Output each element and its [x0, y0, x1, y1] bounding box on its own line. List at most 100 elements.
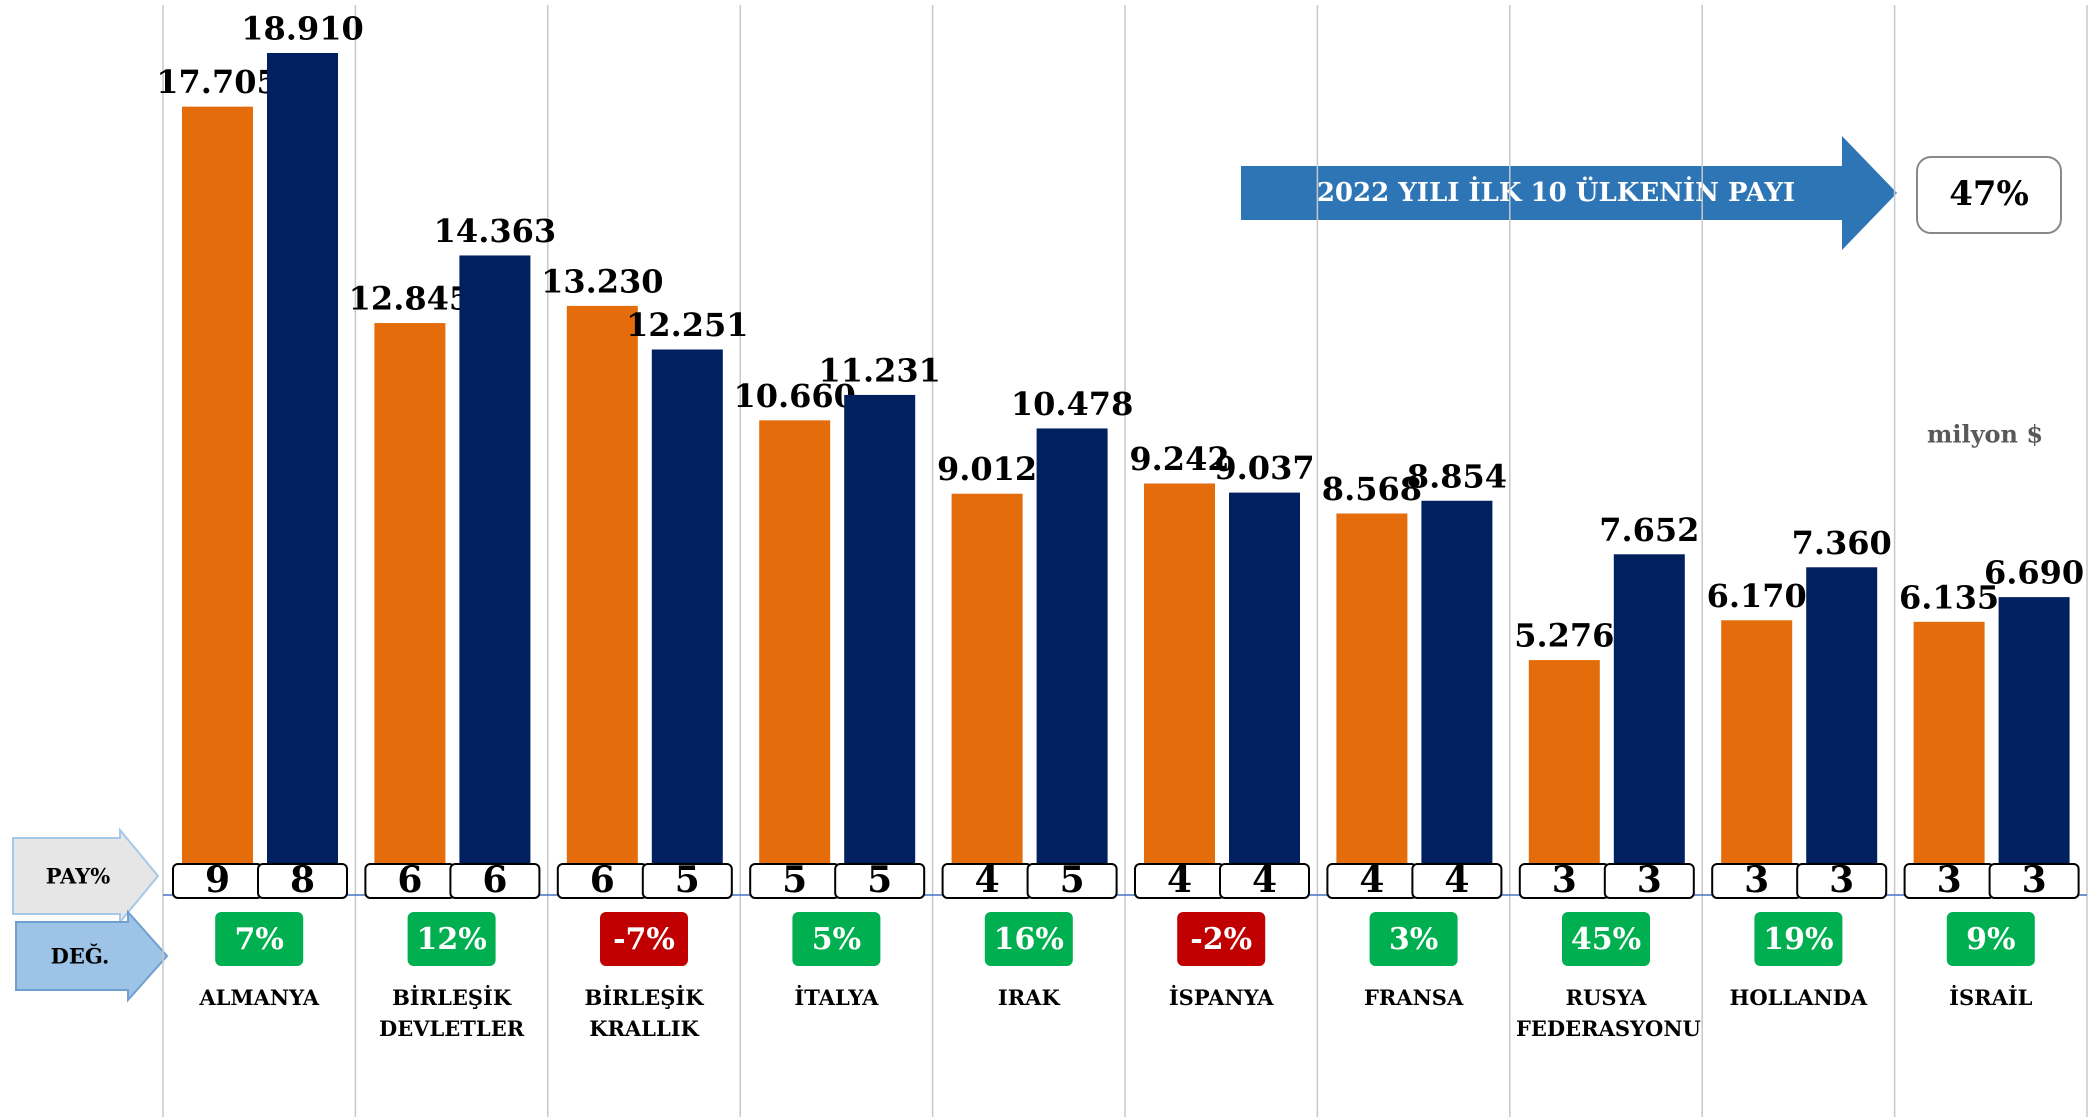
share-value: 3: [2022, 859, 2047, 901]
data-label: 9.012: [937, 450, 1037, 488]
bar: [1336, 513, 1408, 895]
data-label: 10.660: [733, 377, 855, 415]
change-label: DEĞ.: [51, 944, 110, 969]
share-value: 6: [590, 859, 615, 901]
data-label: 18.910: [241, 10, 363, 48]
bar: [651, 349, 723, 896]
bar: [1421, 500, 1493, 895]
annotation-value: 47%: [1949, 174, 2029, 214]
data-label: 11.231: [818, 351, 940, 389]
change-box: [1946, 912, 2035, 966]
unit-label: milyon $: [1927, 420, 2043, 449]
category-label: IRAK: [997, 985, 1060, 1010]
share-box: [1988, 863, 2080, 899]
data-label: 7.652: [1599, 511, 1699, 549]
change-box: [1369, 912, 1458, 966]
change-box: [1562, 912, 1650, 966]
data-label: 6.690: [1984, 554, 2084, 592]
bar: [267, 53, 338, 895]
data-label: 12.251: [626, 306, 748, 344]
change-box: [1177, 912, 1266, 966]
share-value: 5: [782, 859, 807, 901]
share-value: 5: [675, 859, 700, 901]
category-label: İTALYA: [794, 985, 879, 1010]
share-value: 4: [1444, 859, 1469, 901]
share-box: [834, 863, 926, 899]
change-value: 9%: [1966, 922, 2015, 957]
share-value: 4: [1167, 859, 1192, 901]
share-value: 4: [1252, 859, 1277, 901]
share-arrow: [12, 827, 160, 925]
share-box: [1219, 863, 1310, 899]
share-value: 3: [1637, 859, 1662, 901]
change-value: 19%: [1763, 922, 1833, 957]
share-value: 8: [290, 859, 315, 901]
bar: [1036, 428, 1108, 895]
share-value: 5: [867, 859, 892, 901]
bar: [1528, 660, 1600, 895]
change-value: 12%: [416, 922, 486, 957]
share-value: 3: [1744, 859, 1769, 901]
change-value: 16%: [994, 922, 1064, 957]
change-value: -7%: [613, 922, 675, 957]
data-label: 14.363: [434, 212, 556, 250]
bar: [1806, 567, 1878, 895]
change-box: [407, 912, 496, 966]
category-label: BİRLEŞİK KRALLIK: [584, 985, 704, 1041]
change-box: [984, 912, 1073, 966]
bar: [374, 323, 446, 896]
data-label: 10.478: [1011, 385, 1133, 423]
share-value: 3: [1552, 859, 1577, 901]
bar: [1998, 597, 2070, 895]
annotation-text: 2022 YILI İLK 10 ÜLKENİN PAYI: [1317, 176, 1795, 208]
category-label: İSPANYA: [1168, 985, 1274, 1010]
share-box: [1796, 863, 1888, 899]
share-value: 6: [397, 859, 422, 901]
share-box: [641, 863, 733, 899]
category-label: İSRAİL: [1949, 985, 2033, 1010]
change-arrow: [15, 909, 169, 1003]
data-label: 5.276: [1514, 617, 1614, 655]
data-label: 8.568: [1322, 470, 1422, 508]
bar: [1913, 621, 1985, 895]
share-label: PAY%: [46, 864, 111, 889]
category-label: BİRLEŞİK DEVLETLER: [379, 985, 525, 1041]
bar: [1721, 620, 1793, 895]
data-label: 6.170: [1707, 577, 1807, 615]
share-value: 4: [1359, 859, 1384, 901]
category-label: FRANSA: [1363, 985, 1464, 1010]
share-box: [1026, 863, 1118, 899]
category-label: ALMANYA: [199, 985, 320, 1010]
change-value: 7%: [235, 922, 284, 957]
bar: [566, 305, 638, 895]
share-value: 6: [482, 859, 507, 901]
bar: [759, 420, 831, 895]
annotation-box: [1916, 156, 2062, 234]
change-value: -2%: [1190, 922, 1252, 957]
data-label: 17.705: [156, 63, 278, 101]
share-box: [1411, 863, 1503, 899]
data-label: 12.845: [349, 280, 471, 318]
bar: [182, 106, 253, 896]
bar: [1613, 554, 1685, 895]
share-box: [257, 863, 348, 899]
bar: [459, 255, 531, 895]
share-value: 3: [1937, 859, 1962, 901]
bar: [844, 394, 916, 895]
change-box: [1754, 912, 1843, 966]
data-label: 9.037: [1214, 449, 1314, 487]
data-label: 8.854: [1407, 457, 1507, 495]
category-label: HOLLANDA: [1729, 985, 1868, 1010]
change-value: 3%: [1389, 922, 1438, 957]
bar: [1229, 492, 1300, 895]
bar: [951, 493, 1023, 895]
change-value: 45%: [1571, 922, 1641, 957]
category-label: RUSYA FEDERASYONU: [1516, 985, 1701, 1041]
share-box: [1603, 863, 1695, 899]
data-label: 13.230: [541, 262, 663, 300]
share-value: 4: [975, 859, 1000, 901]
data-label: 7.360: [1792, 524, 1892, 562]
bar: [1144, 483, 1215, 895]
